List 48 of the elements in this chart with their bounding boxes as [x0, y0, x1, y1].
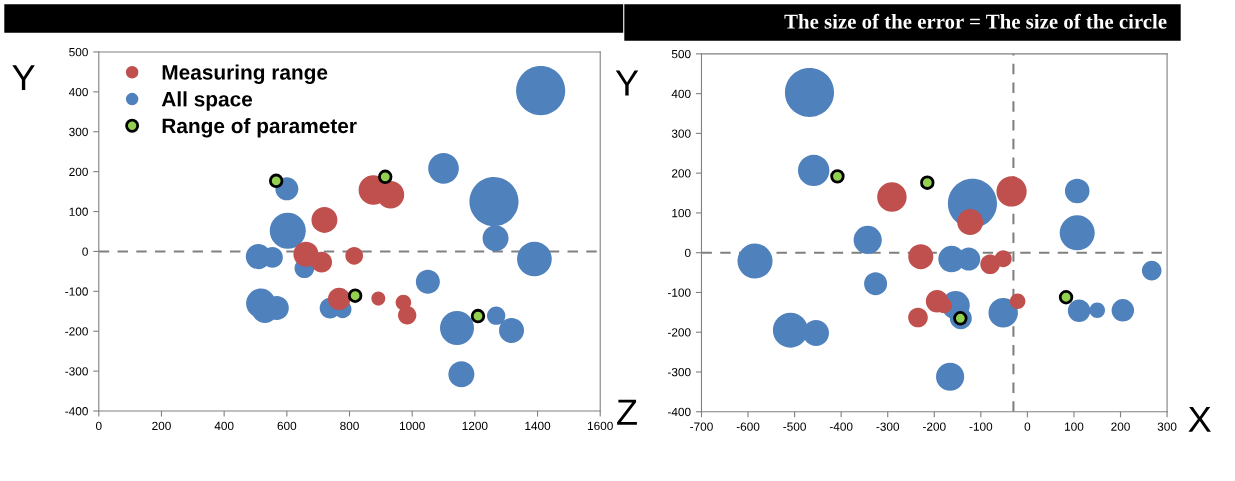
x-tick-label: 200	[1111, 422, 1130, 431]
y-tick-label: 0	[684, 248, 691, 258]
y-tick-label: 400	[68, 87, 88, 97]
x-tick-label: -500	[783, 422, 806, 431]
y-tick-label: 0	[82, 247, 88, 256]
x-tick-label: 100	[1065, 422, 1084, 431]
x-tick-label: 0	[1024, 422, 1031, 431]
y-tick-label: 100	[69, 207, 88, 216]
x-tick-label: 1200	[462, 421, 488, 431]
x-tick-label: 800	[340, 421, 359, 431]
y-tick-label: 300	[69, 127, 88, 137]
y-tick-label: -100	[65, 287, 88, 296]
x-tick-label: 1400	[525, 421, 551, 431]
y-tick-label: 500	[671, 49, 691, 59]
text: Z	[617, 399, 637, 425]
legend-label: Range of parameter	[162, 117, 357, 138]
y-tick-label: -200	[667, 328, 691, 337]
y-tick-label: -100	[667, 288, 691, 297]
x-tick-label: 1000	[399, 421, 425, 431]
x-tick-label: 0	[95, 421, 102, 431]
y-tick-label: 400	[671, 89, 691, 99]
chart-title: The size of the error = The size of the circle	[784, 13, 1167, 29]
text: Y	[615, 70, 639, 96]
x-tick-label: -700	[690, 422, 713, 431]
y-tick-label: 100	[672, 208, 691, 218]
x-tick-label: -100	[969, 422, 993, 431]
y-tick-label: -200	[65, 327, 88, 336]
x-tick-label: -600	[736, 422, 760, 431]
x-tick-label: 400	[214, 421, 234, 431]
x-tick-label: -200	[922, 422, 946, 431]
y-tick-label: 200	[69, 167, 88, 177]
y-tick-label: 500	[69, 47, 88, 57]
y-tick-label: 300	[671, 129, 691, 138]
y-tick-label: -300	[667, 368, 691, 377]
y-tick-label: -300	[65, 367, 88, 376]
x-tick-label: 200	[152, 421, 171, 431]
x-tick-label: 1600	[587, 421, 613, 431]
x-tick-label: 600	[277, 421, 297, 431]
text: Y	[12, 65, 35, 91]
y-tick-label: 200	[671, 169, 691, 178]
x-tick-label: 300	[1157, 422, 1177, 431]
y-tick-label: -400	[667, 407, 691, 417]
x-tick-label: -400	[829, 422, 853, 431]
legend-label: All space	[161, 91, 253, 111]
y-tick-label: -400	[65, 407, 88, 416]
text: X	[1188, 406, 1211, 432]
x-tick-label: -300	[876, 422, 900, 431]
legend-label: Measuring range	[162, 64, 328, 84]
